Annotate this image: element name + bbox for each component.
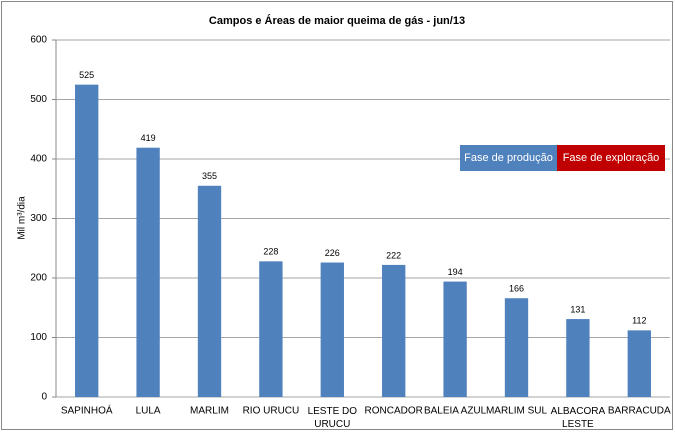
- x-tick-label: BARRACUDA: [608, 406, 671, 417]
- value-label: 131: [570, 304, 585, 314]
- y-tick-label: 500: [30, 94, 47, 105]
- bar: [504, 298, 529, 397]
- x-tick-label: LULA: [136, 406, 161, 417]
- value-label: 112: [632, 316, 646, 326]
- value-label: 228: [263, 247, 278, 257]
- legend-box: [557, 145, 665, 171]
- value-label: 222: [386, 250, 401, 260]
- value-label: 355: [202, 171, 217, 181]
- bar: [136, 147, 160, 397]
- y-tick-label: 300: [30, 213, 47, 224]
- y-tick-label: 100: [30, 332, 47, 343]
- bar: [443, 281, 467, 397]
- x-tick-label: ALBACORA LESTE: [551, 406, 606, 430]
- bar: [259, 261, 283, 397]
- x-tick-label: RONCADOR: [365, 406, 423, 417]
- x-tick-label: RIO URUCU: [243, 406, 300, 417]
- bar: [627, 330, 651, 397]
- value-label: 194: [448, 267, 463, 277]
- bar: [75, 84, 99, 397]
- x-tick-label: MARLIM: [190, 406, 229, 417]
- y-tick-label: 0: [41, 392, 47, 403]
- bar: [382, 264, 406, 397]
- value-label: 525: [79, 70, 94, 80]
- legend-box: [460, 145, 557, 171]
- x-tick-label: LESTE DO URUCU: [308, 406, 358, 430]
- value-label: 166: [509, 284, 524, 294]
- legend-label: Fase de produção: [464, 152, 553, 164]
- y-tick-label: 200: [30, 273, 47, 284]
- value-label: 226: [325, 248, 340, 258]
- bar: [566, 319, 590, 397]
- y-tick-label: 600: [30, 35, 47, 46]
- y-tick-label: 400: [30, 154, 47, 165]
- bar: [320, 262, 344, 397]
- x-tick-label: BALEIA AZUL: [424, 406, 487, 417]
- value-label: 419: [141, 133, 156, 143]
- x-tick-label: MARLIM SUL: [486, 406, 548, 417]
- legend-label: Fase de exploração: [563, 152, 660, 164]
- x-tick-label: SAPINHOÁ: [61, 404, 113, 417]
- chart-title: Campos e Áreas de maior queima de gás - …: [209, 14, 465, 27]
- bar: [197, 185, 222, 397]
- y-axis-label: Mil m³/dia: [17, 196, 28, 240]
